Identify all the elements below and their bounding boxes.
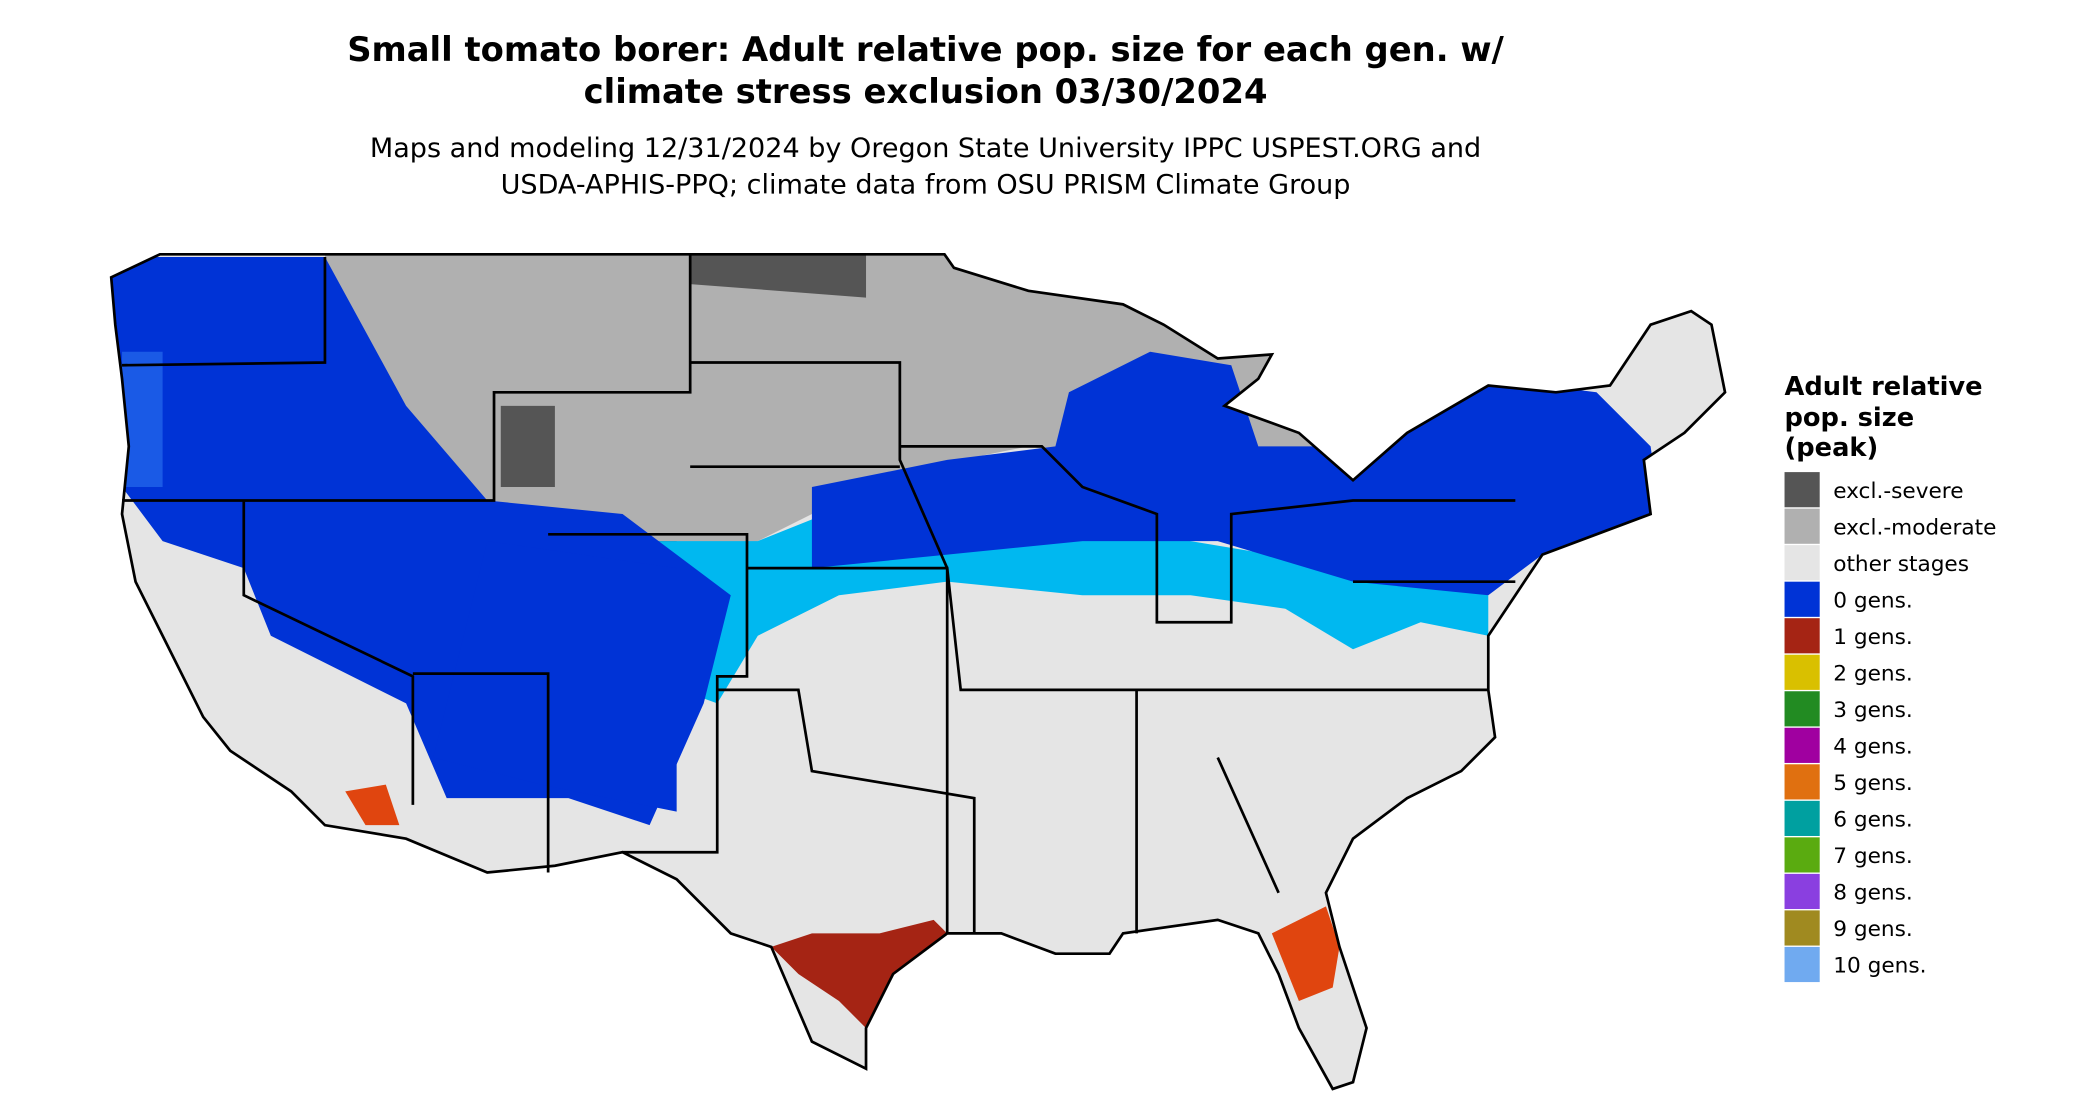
legend-swatch [1784, 691, 1820, 727]
region-red [1271, 906, 1340, 1002]
state-borders [109, 252, 1727, 1091]
legend-label: 3 gens. [1833, 698, 1913, 723]
legend-swatch [1784, 800, 1820, 836]
region-severe [690, 254, 867, 298]
legend-label: 7 gens. [1833, 844, 1913, 869]
legend-title: Adult relative [1785, 372, 1983, 402]
legend-swatch [1784, 618, 1820, 654]
legend: Adult relative pop. size (peak) excl.-se… [1784, 372, 1996, 983]
title-line: climate stress exclusion 03/30/2024 [584, 72, 1268, 111]
legend-swatch [1784, 727, 1820, 763]
legend-swatch [1784, 837, 1820, 873]
legend-title: pop. size [1785, 403, 1915, 433]
legend-label: 6 gens. [1833, 808, 1913, 833]
legend-label: 4 gens. [1833, 734, 1913, 759]
region-blue [433, 541, 677, 812]
legend-label: 5 gens. [1833, 771, 1913, 796]
region-red [771, 919, 961, 1029]
region-blue [811, 351, 1665, 596]
region-severe [500, 405, 555, 487]
legend-label: 2 gens. [1833, 661, 1913, 686]
legend-swatch [1784, 764, 1820, 800]
legend-label: other stages [1833, 552, 1969, 577]
subtitle-line: Maps and modeling 12/31/2024 by Oregon S… [370, 133, 1481, 164]
legend-title: (peak) [1785, 433, 1879, 463]
legend-swatch [1784, 910, 1820, 946]
legend-label: 10 gens. [1833, 954, 1926, 979]
legend-swatch [1784, 946, 1820, 983]
legend-swatch [1784, 654, 1820, 690]
legend-label: 0 gens. [1833, 588, 1913, 613]
subtitle-line: USDA-APHIS-PPQ; climate data from OSU PR… [501, 169, 1351, 200]
legend-label: 1 gens. [1833, 625, 1913, 650]
region-blue [122, 351, 163, 487]
region-cyan [111, 405, 1489, 704]
legend-label: 9 gens. [1833, 917, 1913, 942]
title-line: Small tomato borer: Adult relative pop. … [347, 30, 1504, 69]
region-red [345, 784, 400, 826]
legend-swatch [1784, 581, 1820, 617]
legend-swatch [1784, 472, 1820, 508]
legend-label: 8 gens. [1833, 881, 1913, 906]
legend-swatch [1784, 873, 1820, 910]
legend-swatch [1784, 545, 1820, 581]
legend-label: excl.-moderate [1833, 515, 1996, 540]
legend-label: excl.-severe [1833, 479, 1963, 504]
legend-swatch [1784, 508, 1820, 544]
